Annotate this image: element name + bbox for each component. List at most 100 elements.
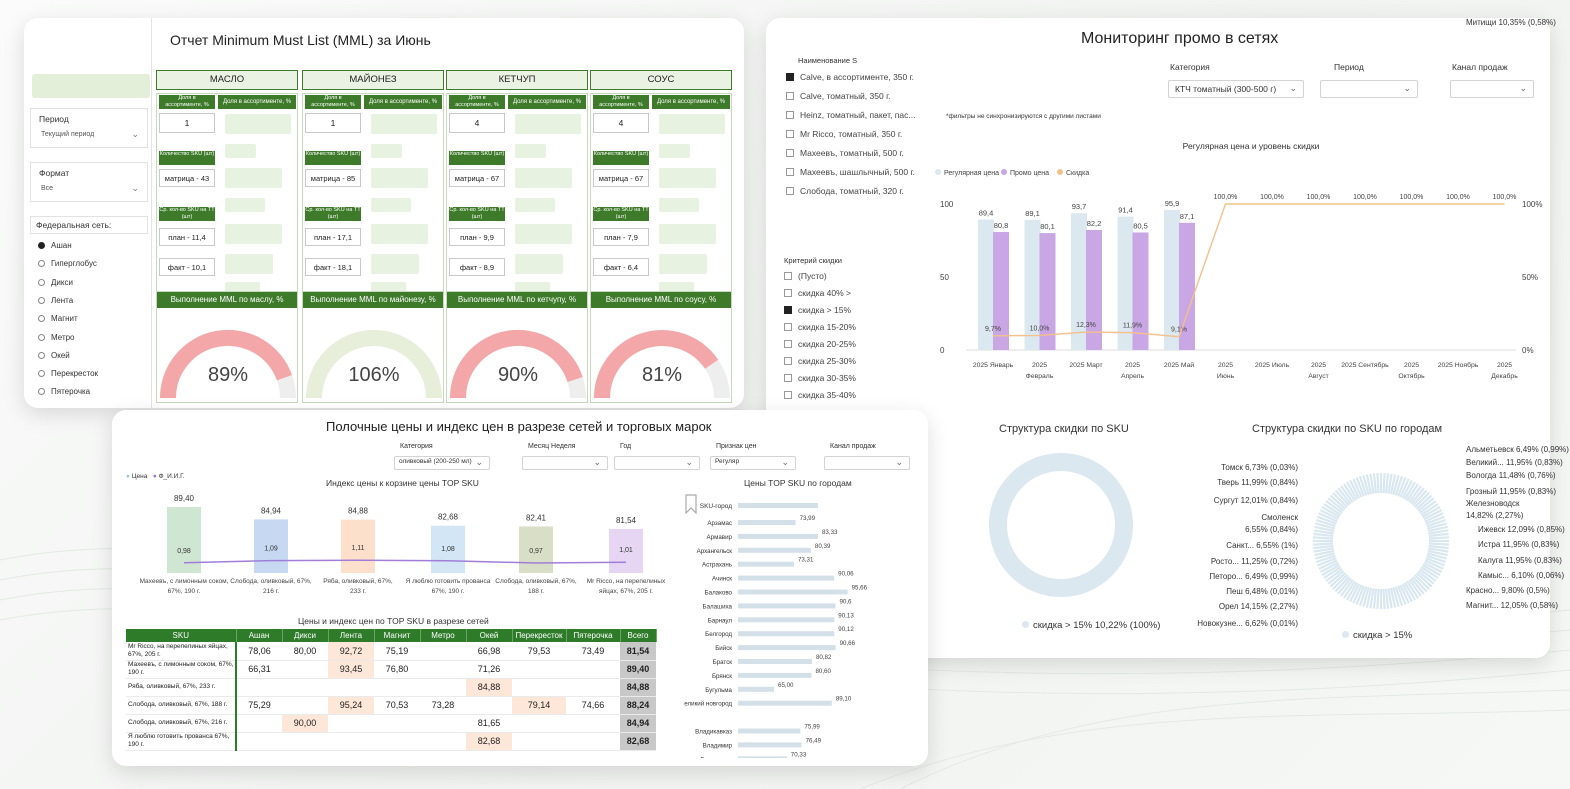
city-label-right: Калуга 11,95% (0,83%) [1478, 556, 1562, 565]
table-cell: 76,80 [374, 660, 420, 679]
category-metrics: Доля в ассортименте, % Доля в ассортимент… [156, 93, 298, 315]
legend-price: Цена [131, 473, 148, 480]
donut-slice [1427, 552, 1447, 560]
donut-slice [1422, 564, 1441, 576]
discount-option-label: скидка 35-40% [798, 390, 856, 400]
price-filter-select[interactable]: ⌄ [522, 456, 608, 470]
donut-slice [1358, 586, 1368, 607]
category-header[interactable]: СОУС [590, 70, 732, 90]
category-header[interactable]: КЕТЧУП [446, 70, 588, 90]
table-cell: 90,00 [282, 714, 328, 733]
regular-price-bar [1117, 216, 1134, 350]
donut-slice [1423, 561, 1443, 573]
table-sku-cell: Слобода, оливковый, 67%, 188 г. [126, 696, 237, 715]
donut-slice [1404, 481, 1416, 500]
network-option[interactable]: Дикси [38, 278, 73, 290]
donut-slice [1313, 542, 1334, 546]
sku-option[interactable]: Heinz, томатный, пакет, пас... [786, 110, 915, 120]
dolya-label: Доля в ассортименте, % [305, 95, 361, 109]
discount-option[interactable]: (Пусто) [784, 271, 827, 281]
donut-city-legend: скидка > 15% [1342, 630, 1412, 641]
price-filter-select[interactable]: ⌄ [614, 456, 700, 470]
donut-slice [1365, 587, 1373, 608]
donut-slice [1355, 585, 1365, 605]
category-header[interactable]: МАЙОНЕЗ [302, 70, 444, 90]
mml-title: Отчет Minimum Must List (MML) за Июнь [170, 32, 431, 48]
gauge-label: Выполнение MML по маслу, % [157, 292, 297, 308]
network-option[interactable]: Лента [38, 296, 73, 308]
discount-option[interactable]: скидка 35-40% [784, 390, 856, 400]
discount-criterion-label: Критерий скидки [784, 256, 842, 265]
donut-slice [1428, 547, 1449, 553]
network-option[interactable]: Перекресток [38, 369, 98, 381]
sku-option[interactable]: Mr Ricco, томатный, 350 г. [786, 129, 902, 139]
sku-label-2: 233 г. [350, 588, 366, 595]
sku-option[interactable]: Махеевъ, шашлычный, 500 г. [786, 167, 915, 177]
chevron-down-icon: ⌄ [895, 457, 903, 467]
sku-option[interactable]: Слобода, томатный, 320 г. [786, 186, 904, 196]
table-cell [512, 678, 566, 697]
sku-option[interactable]: Махеевъ, томатный, 500 г. [786, 148, 904, 158]
category-select[interactable]: КТЧ томатный (300-500 г) ⌄ [1168, 80, 1304, 98]
donut-slice [1325, 568, 1343, 582]
network-option[interactable]: Магнит [38, 314, 78, 326]
chevron-down-icon: ⌄ [475, 457, 483, 467]
donut-slice [1384, 473, 1390, 494]
discount-option[interactable]: скидка > 15% [784, 305, 851, 315]
city-label-left: Петоро... 6,49% (0,99%) [1209, 572, 1298, 581]
dolya-label: Доля в ассортименте, % [449, 95, 505, 109]
network-option[interactable]: Гиперглобус [38, 259, 97, 271]
discount-option[interactable]: скидка 25-30% [784, 356, 856, 366]
channel-select[interactable]: ⌄ [1450, 80, 1534, 98]
price-filter-select[interactable]: оливковый (200-250 мл) ⌄ [394, 456, 490, 470]
format-filter[interactable]: Формат Все ⌄ [30, 162, 148, 202]
bookmark-icon[interactable] [684, 494, 698, 514]
sku-label: Слобода, оливковый, 67%, [495, 577, 577, 585]
network-option[interactable]: Пятерочка [38, 387, 90, 399]
city-price-chart: SKU-город Арзамас 73,99 Армавир 83,33 Арханге… [684, 503, 868, 758]
checkbox-icon [786, 111, 794, 119]
price-filter-select[interactable]: Регуляр ⌄ [710, 456, 796, 470]
gauge-card: Выполнение MML по майонезу, % 106% [302, 291, 444, 403]
sku-option[interactable]: Calve, в ассортименте, 350 г. [786, 72, 914, 82]
blurred-value [515, 144, 546, 158]
network-option[interactable]: Ашан [38, 241, 72, 253]
donut-slice [1419, 568, 1437, 582]
table-header-cell: Пятерочка [566, 629, 621, 642]
sku-option-label: Mr Ricco, томатный, 350 г. [800, 129, 903, 139]
price-filter-select[interactable]: ⌄ [824, 456, 910, 470]
donut-slice [1389, 474, 1397, 495]
period-label: Период [1334, 62, 1364, 72]
sku-label-2: 216 г. [263, 588, 279, 595]
discount-option[interactable]: скидка 40% > [784, 288, 851, 298]
gauge-fill [594, 330, 719, 399]
category-header[interactable]: МАСЛО [156, 70, 298, 90]
city-label-left: Орел 14,15% (2,27%) [1218, 602, 1298, 611]
donut-slice [1427, 549, 1448, 557]
discount-option[interactable]: скидка 20-25% [784, 339, 856, 349]
blurred-value [371, 254, 420, 274]
donut-slice [1313, 532, 1334, 538]
network-option[interactable]: Окей [38, 351, 70, 363]
city-name: Владикавказ [695, 729, 732, 736]
table-cell: 75,19 [374, 642, 420, 661]
city-label-left: Сургут 12,01% (0,84%) [1213, 496, 1298, 505]
table-cell [420, 714, 466, 733]
network-option[interactable]: Метро [38, 333, 75, 345]
gauge-chart [159, 329, 296, 399]
sku-option[interactable]: Calve, томатный, 350 г. [786, 91, 891, 101]
avg-sku-label: Ср. кол-во SKU на ТТ (шт) [593, 207, 649, 221]
discount-option[interactable]: скидка 15-20% [784, 322, 856, 332]
blurred-value [371, 168, 429, 188]
discount-option[interactable]: скидка 30-35% [784, 373, 856, 383]
period-select[interactable]: ⌄ [1320, 80, 1418, 98]
donut-slice [1382, 473, 1386, 494]
blurred-value [659, 144, 690, 158]
donut-slice [1362, 587, 1370, 607]
blurred-value [225, 198, 265, 212]
period-filter[interactable]: Период Текущий период ⌄ [30, 108, 148, 148]
donut-slice [1384, 588, 1390, 609]
table-cell: 84,94 [620, 714, 656, 733]
discount-option-label: скидка 25-30% [798, 356, 856, 366]
checkbox-icon [784, 374, 792, 382]
